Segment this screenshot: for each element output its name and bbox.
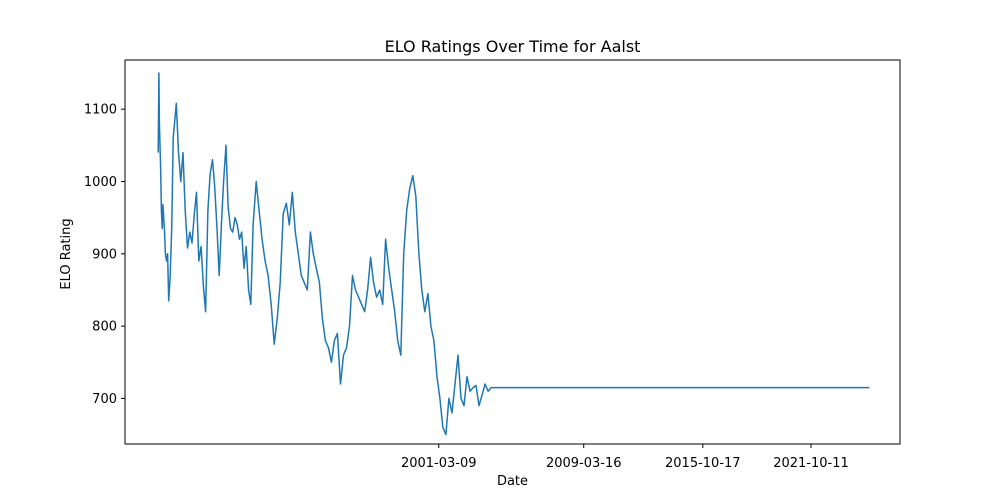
x-axis-label: Date [497, 474, 528, 489]
y-tick-label: 1000 [84, 175, 117, 190]
elo-series-line [157, 72, 870, 436]
line-layer [157, 72, 870, 436]
x-tick-label: 2001-03-09 [401, 456, 477, 471]
plot-frame [124, 59, 901, 445]
chart-title: ELO Ratings Over Time for Aalst [385, 37, 641, 56]
x-tick-label: 2021-10-11 [773, 456, 849, 471]
y-tick-label: 700 [92, 392, 117, 407]
x-tick-label: 2009-03-16 [546, 456, 622, 471]
x-tick-label: 2015-10-17 [665, 456, 741, 471]
y-tick-label: 800 [92, 320, 117, 335]
y-tick-label: 900 [92, 247, 117, 262]
ticks-layer: 2001-03-09 2009-03-16 2015-10-17 2021-10-11… [84, 103, 849, 471]
y-axis-label: ELO Rating [59, 218, 74, 289]
y-tick-label: 1100 [84, 103, 117, 118]
